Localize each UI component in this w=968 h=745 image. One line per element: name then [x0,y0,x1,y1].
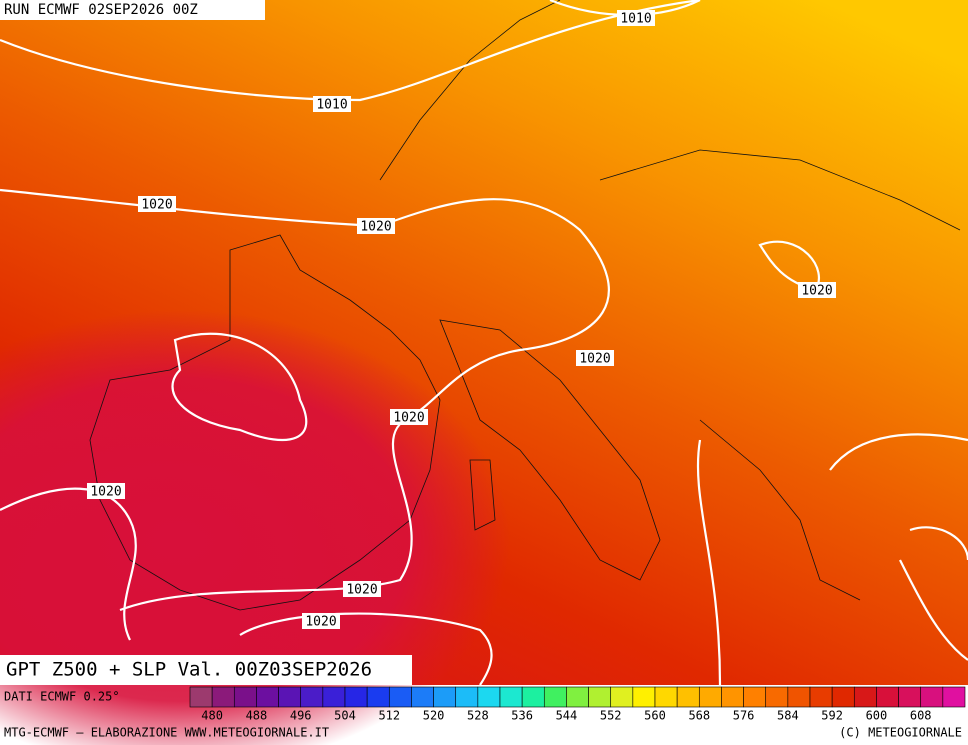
scale-label: 560 [644,709,666,723]
scale-swatch [942,686,966,708]
header-box [0,0,265,20]
isobar-label: 1010 [316,98,347,113]
color-scale: 480 488 496 504 512 520 528 536 544 552 560 568 576 5… [189,686,966,723]
scale-label: 528 [467,709,489,723]
isobar-label-box [617,10,655,26]
isobar-label-box [390,409,428,425]
scale-swatch [588,686,612,708]
isobar-label-box [343,581,381,597]
scale-swatch [765,686,789,708]
scale-label: 608 [910,709,932,723]
isobar-label: 1020 [305,615,336,630]
scale-swatch [676,686,700,708]
coastlines [89,0,961,611]
scale-label: 576 [733,709,755,723]
scale-swatch [189,686,213,708]
isobar-label: 1020 [141,198,172,213]
scale-swatch [743,686,767,708]
scale-swatch [300,686,324,708]
credit: MTG-ECMWF – ELABORAZIONE WWW.METEOGIORNA… [4,726,329,740]
data-source: DATI ECMWF 0.25° [4,690,120,704]
scale-label: 520 [423,709,445,723]
scale-swatch [322,686,346,708]
isobar-label: 1020 [801,284,832,299]
scale-label: 536 [511,709,533,723]
scale-label: 504 [334,709,356,723]
scale-swatch [433,686,457,708]
scale-label: 480 [201,709,223,723]
scale-swatch [721,686,744,708]
isobar-labels: 1010 1010 1020 1020 1020 1020 1020 1020 1020 1020 [87,10,836,630]
scale-label: 552 [600,709,622,723]
scale-swatch [566,686,589,708]
scale-swatch [366,686,390,708]
scale-swatch [211,686,235,708]
isobar-label-box [302,613,340,629]
isobar-label: 1020 [360,220,391,235]
isobar-label: 1020 [90,485,121,500]
scale-swatch [411,686,434,708]
isobar-label: 1010 [620,12,651,27]
scale-swatch [920,686,944,708]
map-title: GPT Z500 + SLP Val. 00Z03SEP2026 [6,659,372,681]
isobar-label: 1020 [346,583,377,598]
scale-swatch [610,686,634,708]
scale-swatch [278,686,302,708]
isobar-label-box [576,350,614,366]
isobar-label-box [798,282,836,298]
isobar-label: 1020 [579,352,610,367]
scale-swatch [698,686,722,708]
scale-label: 568 [688,709,710,723]
scale-swatch [388,686,412,708]
scale-swatch [876,686,899,708]
scale-swatch [654,686,678,708]
copyright: (C) METEOGIORNALE [839,726,962,740]
run-info: RUN ECMWF 02SEP2026 00Z [4,2,198,18]
scale-label: 584 [777,709,799,723]
scale-label: 488 [246,709,268,723]
scale-swatch [898,686,922,708]
scale-label: 544 [556,709,578,723]
scale-swatch [477,686,501,708]
scale-label: 512 [378,709,400,723]
scale-swatch [543,686,567,708]
title-box [0,655,412,685]
scale-swatch [787,686,811,708]
scale-swatch [831,686,855,708]
scale-swatch [853,686,877,708]
isobar-label-box [87,483,125,499]
scale-swatch [455,686,479,708]
isobar-label-box [357,218,395,234]
scale-swatch [344,686,368,708]
scale-swatch [233,686,257,708]
isobar-label: 1020 [393,411,424,426]
isobar-label-box [138,196,176,212]
isobar-label-box [313,96,351,112]
scale-swatch [256,686,279,708]
scale-swatch [521,686,545,708]
scale-swatch [809,686,833,708]
scale-swatch [499,686,523,708]
scale-label: 496 [290,709,312,723]
isobars [0,0,968,685]
scale-swatch [632,686,656,708]
scale-label: 592 [821,709,843,723]
scale-label: 600 [866,709,888,723]
